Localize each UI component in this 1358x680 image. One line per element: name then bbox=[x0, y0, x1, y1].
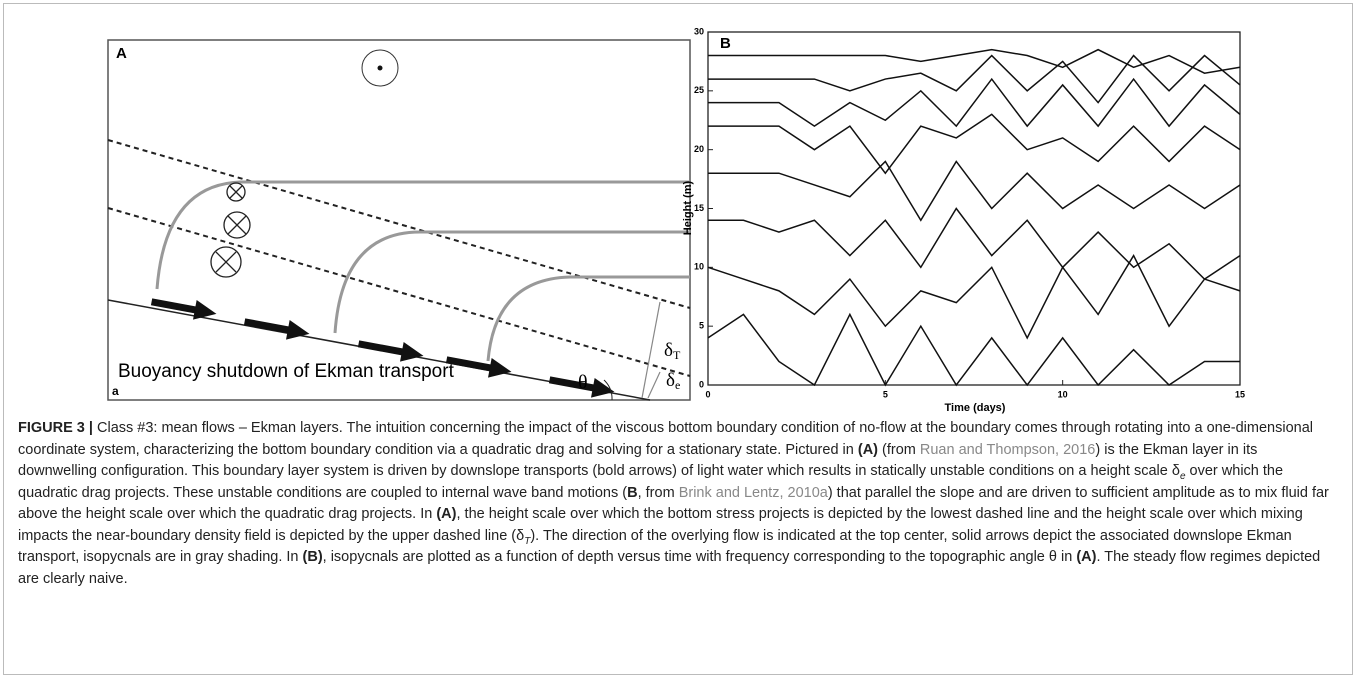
caption-ref: (A) bbox=[858, 442, 878, 458]
y-tick-label: 10 bbox=[694, 262, 704, 272]
plot-frame bbox=[708, 32, 1240, 385]
panel-border bbox=[108, 40, 690, 400]
y-tick-label: 30 bbox=[694, 26, 704, 36]
y-tick-label: 5 bbox=[699, 321, 704, 331]
x-tick-label: 5 bbox=[883, 389, 888, 399]
caption-ref: (B) bbox=[303, 549, 323, 565]
isopycnal-line bbox=[708, 209, 1240, 280]
x-tick-label: 10 bbox=[1058, 389, 1068, 399]
caption-ref: B bbox=[627, 485, 637, 501]
caption-text: , isopycnals are plotted as a function o… bbox=[323, 549, 1077, 565]
panel-a: A a δT δe θ Buoyancy shutd bbox=[108, 40, 690, 402]
x-tick-label: 0 bbox=[705, 389, 710, 399]
citation-link[interactable]: Ruan and Thompson, 2016 bbox=[920, 442, 1095, 458]
panel-label: B bbox=[720, 35, 731, 52]
flow-in-symbols bbox=[211, 183, 250, 277]
isopycnal-line bbox=[708, 56, 1240, 103]
caption-text: (from bbox=[878, 442, 920, 458]
y-tick-label: 20 bbox=[694, 144, 704, 154]
isopycnal-line bbox=[708, 79, 1240, 126]
upper-dashed-line bbox=[108, 140, 690, 308]
caption-text: , from bbox=[638, 485, 679, 501]
y-tick-label: 15 bbox=[694, 203, 704, 213]
isopycnal-line bbox=[708, 161, 1240, 220]
theta: θ bbox=[578, 372, 588, 394]
panel-label: A bbox=[116, 45, 127, 62]
isopycnal-line bbox=[708, 50, 1240, 74]
panel-title: Buoyancy shutdown of Ekman transport bbox=[118, 361, 455, 382]
isopycnal-line bbox=[708, 314, 1240, 385]
y-axis-label: Height (m) bbox=[682, 180, 694, 235]
y-tick-label: 25 bbox=[694, 85, 704, 95]
caption: FIGURE 3 | Class #3: mean flows – Ekman … bbox=[18, 418, 1340, 590]
caption-ref: (A) bbox=[1076, 549, 1096, 565]
delta-e: δe bbox=[666, 370, 680, 391]
x-axis-label: Time (days) bbox=[945, 402, 1006, 414]
panel-b: B Time (days) Height (m) 0 5 10 15 20 25 30 0 5 1… bbox=[682, 26, 1245, 414]
corner-label: a bbox=[112, 384, 119, 398]
caption-label: FIGURE 3 | bbox=[18, 420, 93, 436]
y-tick-label: 0 bbox=[699, 379, 704, 389]
caption-ref: (A) bbox=[436, 506, 456, 522]
ekman-arrows bbox=[150, 292, 617, 402]
isopycnal bbox=[488, 277, 690, 361]
x-tick-label: 15 bbox=[1235, 389, 1245, 399]
delta-arrows bbox=[642, 302, 660, 398]
page: {"panel_a": {"label": "A", "corner": "a"… bbox=[0, 0, 1358, 680]
delta-t: δT bbox=[664, 340, 681, 361]
isopycnal-line bbox=[708, 256, 1240, 338]
flow-out-dot bbox=[378, 66, 383, 71]
figure: A a δT δe θ Buoyancy shutd bbox=[0, 0, 1358, 415]
isopycnal-line bbox=[708, 114, 1240, 173]
isopycnal bbox=[335, 232, 690, 333]
citation-link[interactable]: Brink and Lentz, 2010a bbox=[679, 485, 828, 501]
